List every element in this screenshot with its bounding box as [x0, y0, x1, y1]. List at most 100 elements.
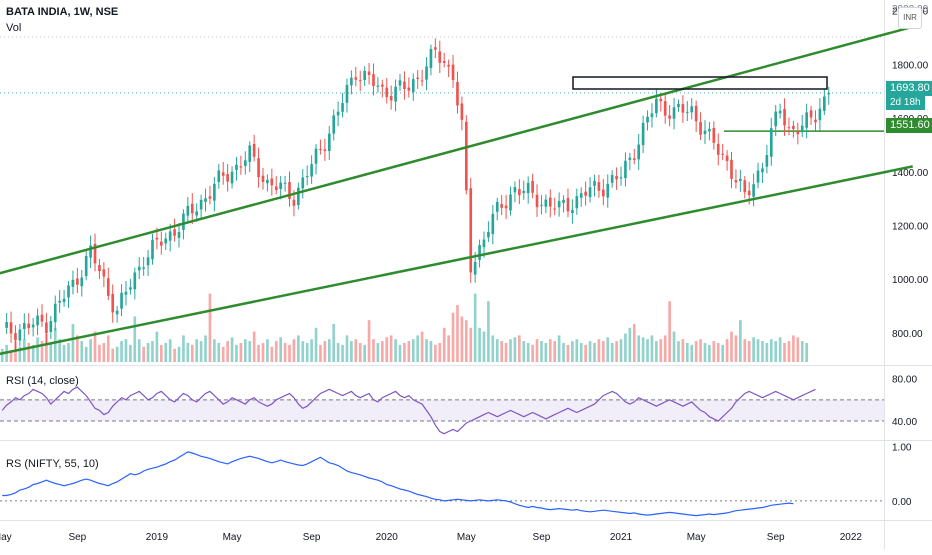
volume-bar: [778, 337, 782, 362]
candle-body: [230, 171, 234, 184]
volume-bar: [213, 339, 216, 362]
volume-bar: [124, 339, 128, 362]
volume-bar: [199, 341, 203, 362]
volume-bar: [36, 337, 39, 362]
candle-body: [146, 257, 150, 266]
candle-body: [747, 190, 751, 196]
candle-body: [575, 196, 579, 209]
candle-body: [447, 64, 450, 67]
volume-bar: [336, 343, 340, 362]
resistance-box: [572, 76, 828, 90]
volume-bar: [641, 337, 645, 362]
volume-bar: [319, 344, 322, 362]
volume-bar: [98, 344, 101, 362]
candle-body: [646, 116, 649, 123]
volume-bar: [40, 341, 44, 362]
candle-body: [610, 174, 614, 183]
volume-bar: [133, 316, 137, 362]
time-axis-label: 2020: [376, 532, 399, 543]
candle-body: [288, 181, 291, 199]
volume-bar: [464, 320, 468, 362]
volume-bar: [743, 339, 747, 362]
candle-body: [699, 121, 702, 135]
candle-body: [327, 133, 331, 152]
volume-bar: [739, 320, 742, 362]
candle-body: [540, 204, 543, 206]
candle-body: [672, 107, 676, 119]
volume-bar: [650, 335, 654, 362]
volume-bar: [416, 335, 420, 362]
volume-bar: [628, 327, 632, 362]
candle-body: [482, 239, 486, 248]
candle-body: [597, 182, 601, 191]
volume-bar: [80, 341, 84, 362]
volume-bar: [668, 301, 671, 362]
candle-body: [341, 103, 344, 112]
volume-bar: [252, 331, 256, 362]
candle-body: [217, 170, 221, 182]
volume-bar: [420, 331, 424, 362]
currency-badge[interactable]: INR: [898, 7, 922, 29]
candle-body: [221, 172, 225, 176]
volume-bar: [279, 337, 282, 362]
volume-bar: [9, 350, 13, 362]
volume-bar: [531, 344, 534, 362]
candle-body: [151, 239, 154, 260]
volume-bar: [619, 339, 623, 362]
candle-body: [752, 184, 755, 197]
candle-body: [36, 315, 39, 326]
candle-body: [632, 158, 636, 161]
price-tick-label: 1000.00: [892, 275, 929, 286]
volume-bar: [442, 327, 446, 362]
candle-body: [248, 145, 252, 162]
candle-body: [544, 199, 548, 207]
candle-body: [531, 180, 534, 193]
candle-body: [712, 127, 716, 143]
candle-body: [385, 87, 389, 98]
candle-body: [204, 198, 207, 202]
volume-bar: [58, 339, 61, 362]
volume-bar: [151, 341, 154, 362]
candle-body: [628, 157, 632, 160]
candle-body: [80, 277, 84, 287]
candle-body: [22, 323, 26, 330]
support-price-tag: 1551.60: [886, 118, 932, 133]
volume-bar: [509, 339, 512, 362]
volume-bar: [403, 343, 406, 362]
volume-bar: [381, 341, 384, 362]
candle-body: [659, 98, 663, 102]
candle-body: [297, 187, 300, 206]
candle-body: [509, 194, 512, 211]
candle-body: [725, 155, 729, 162]
candle-body: [478, 245, 481, 260]
volume-bar: [478, 327, 481, 362]
candle-body: [332, 115, 336, 134]
volume-bar: [712, 341, 716, 362]
rs-tick-label: 0.00: [892, 497, 912, 508]
candle-body: [787, 127, 791, 129]
candle-body: [677, 103, 680, 108]
candle-body: [513, 187, 517, 193]
volume-bar: [796, 337, 800, 362]
volume-bar: [204, 335, 207, 362]
candle-body: [451, 64, 455, 81]
candle-body: [53, 303, 57, 323]
candle-body: [464, 121, 468, 191]
volume-bar: [367, 320, 371, 362]
candle-body: [403, 81, 406, 89]
volume-bar: [385, 337, 389, 362]
candle-body: [274, 186, 278, 191]
volume-bar: [274, 341, 278, 362]
candle-body: [526, 182, 530, 194]
candle-body: [310, 164, 313, 177]
candle-body: [345, 84, 349, 103]
candle-body: [827, 92, 831, 95]
candle-body: [354, 77, 358, 80]
volume-bar: [173, 348, 176, 362]
time-axis-label: 2021: [610, 532, 633, 543]
volume-bar: [721, 344, 724, 362]
volume-bar: [84, 346, 88, 362]
volume-bar: [456, 305, 459, 362]
volume-bar: [805, 343, 808, 362]
candle-body: [434, 47, 437, 50]
